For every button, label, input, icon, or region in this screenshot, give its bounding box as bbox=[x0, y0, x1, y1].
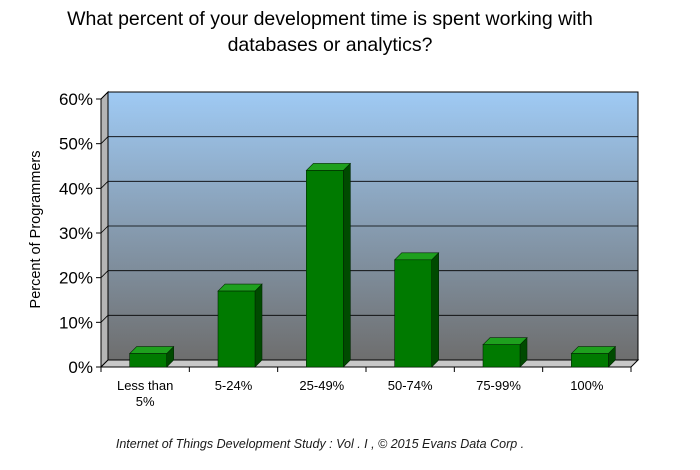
bar bbox=[217, 283, 263, 368]
x-tick-label: Less than 5% bbox=[117, 378, 173, 409]
bar bbox=[305, 162, 352, 368]
bar-top bbox=[305, 163, 352, 171]
bar-front bbox=[482, 344, 521, 368]
bar-front bbox=[394, 259, 432, 368]
y-tick-label: 10% bbox=[59, 313, 93, 332]
footer-source: Internet of Things Development Study : V… bbox=[115, 437, 525, 451]
x-tick-label: 50-74% bbox=[388, 378, 433, 393]
bar bbox=[570, 345, 617, 368]
bar-side bbox=[254, 283, 263, 368]
x-tick-label: 75-99% bbox=[476, 378, 521, 393]
bar-top bbox=[482, 337, 528, 345]
bar-top bbox=[217, 283, 263, 292]
bar-front bbox=[571, 353, 609, 368]
bar-front bbox=[306, 170, 344, 368]
bar bbox=[128, 345, 175, 368]
gridline-side bbox=[100, 136, 109, 144]
y-tick-label: 50% bbox=[59, 135, 93, 154]
plot-floor bbox=[99, 359, 640, 368]
chart-title: What percent of your development time is… bbox=[0, 6, 660, 58]
x-tick-label: 5-24% bbox=[215, 378, 253, 393]
chart-title-line-2: databases or analytics? bbox=[227, 34, 433, 56]
y-tick-label: 0% bbox=[68, 358, 93, 377]
gridline-side bbox=[100, 315, 109, 323]
bar-front bbox=[217, 290, 256, 368]
x-tick-label: 25-49% bbox=[299, 378, 344, 393]
bar bbox=[393, 252, 440, 368]
y-tick-label: 30% bbox=[59, 224, 93, 243]
bar-top bbox=[128, 346, 175, 354]
chart-title-line-1: What percent of your development time is… bbox=[67, 8, 593, 30]
gridline-side bbox=[100, 91, 109, 100]
bar-top bbox=[393, 252, 440, 261]
x-tick-label: 100% bbox=[570, 378, 604, 393]
gridline-side bbox=[100, 181, 109, 189]
bar-front bbox=[129, 353, 167, 368]
bar-side bbox=[343, 162, 351, 368]
y-tick-label: 20% bbox=[59, 269, 93, 288]
y-tick-label: 60% bbox=[59, 90, 93, 109]
bar bbox=[482, 336, 528, 368]
y-tick-label: 40% bbox=[59, 179, 93, 198]
gridline-side bbox=[100, 225, 109, 234]
y-axis-label: Percent of Programmers bbox=[28, 151, 44, 309]
bar-top bbox=[570, 346, 617, 354]
bar-side bbox=[431, 252, 439, 368]
gridline-side bbox=[100, 270, 109, 278]
